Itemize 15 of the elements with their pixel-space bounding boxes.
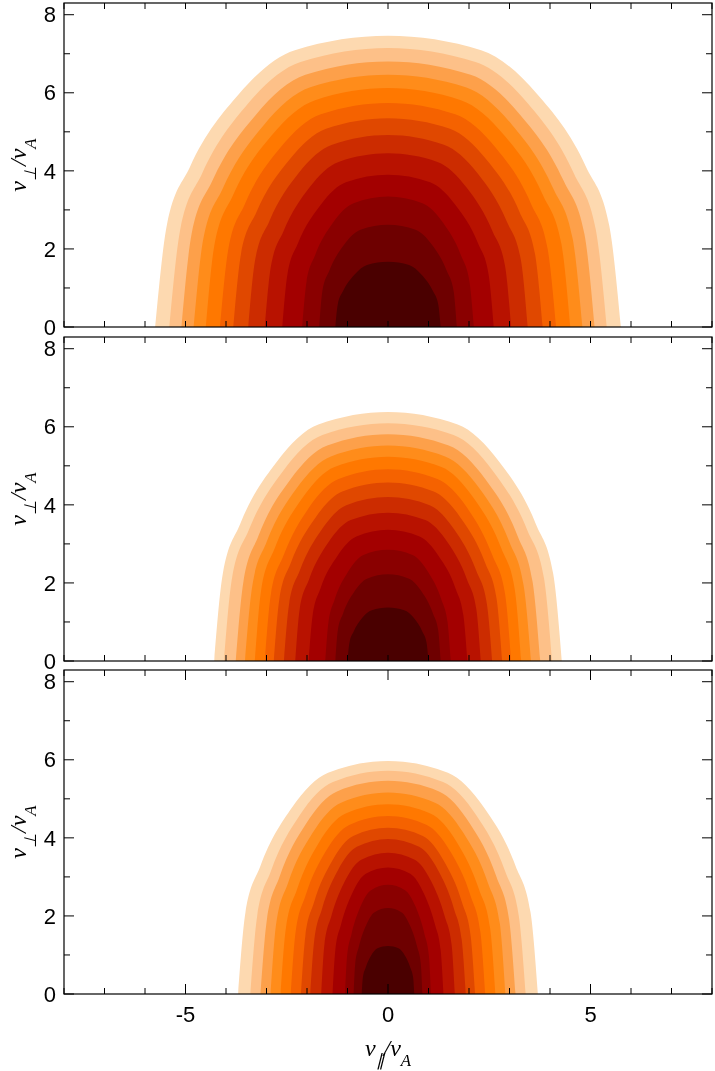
y-tick-label: 2 (43, 903, 56, 929)
y-tick-label: 6 (43, 414, 56, 440)
y-tick-label: 6 (43, 747, 56, 773)
x-tick-label: -5 (175, 1002, 196, 1027)
y-tick-label: 0 (43, 981, 56, 1007)
y-tick-label: 2 (43, 236, 56, 262)
x-tick-label: 0 (381, 1002, 395, 1027)
y-tick-label: 4 (43, 825, 56, 851)
y-tick-label: 6 (43, 80, 56, 106)
x-tick-label: 5 (584, 1002, 597, 1027)
y-tick-label: 4 (43, 492, 56, 518)
y-tick-label: 8 (43, 2, 56, 28)
y-tick-label: 4 (43, 158, 56, 184)
x-axis-title: v$_{∥}$/v$_{A}$ (364, 1035, 412, 1070)
y-tick-label: 2 (43, 570, 56, 596)
